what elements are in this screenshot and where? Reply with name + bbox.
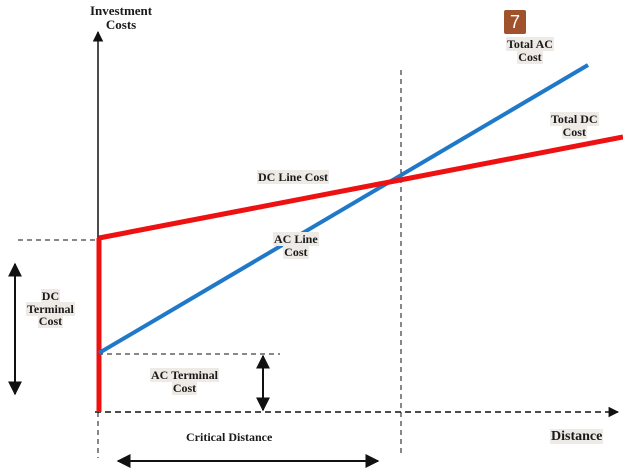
annotation-badge: 7 <box>504 10 526 34</box>
total-ac-cost-label: Total AC Cost <box>506 38 554 63</box>
ac-terminal-cost-label: AC Terminal Cost <box>150 369 219 394</box>
total-ac-cost-line <box>99 65 588 353</box>
dc-terminal-cost-label: DC Terminal Cost <box>26 290 75 328</box>
total-dc-cost-label: Total DC Cost <box>550 113 599 138</box>
critical-distance-label: Critical Distance <box>186 431 272 444</box>
total-dc-cost-line <box>99 137 623 238</box>
y-axis-label: Investment Costs <box>90 4 152 31</box>
dc-line-cost-label: DC Line Cost <box>257 171 329 184</box>
x-axis-label: Distance <box>550 430 603 445</box>
ac-line-cost-label: AC Line Cost <box>273 233 319 258</box>
